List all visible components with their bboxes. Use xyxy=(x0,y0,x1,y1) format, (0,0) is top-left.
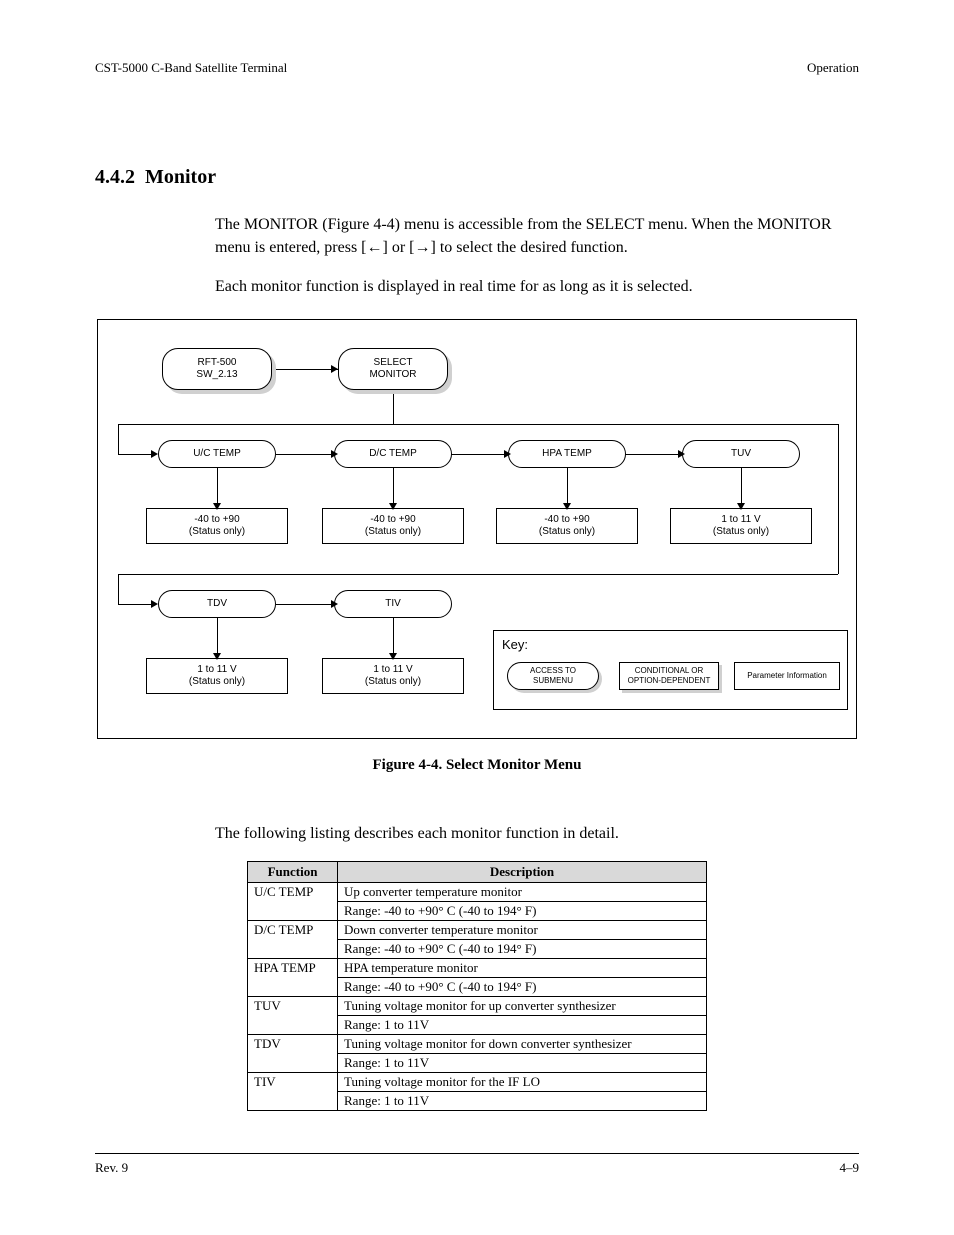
desc-cell: Tuning voltage monitor for the IF LO xyxy=(338,1072,707,1091)
page: CST-5000 C-Band Satellite Terminal Opera… xyxy=(0,0,954,1216)
desc-cell: Tuning voltage monitor for down converte… xyxy=(338,1034,707,1053)
status-tdv: 1 to 11 V (Status only) xyxy=(146,658,288,694)
status-line: (Status only) xyxy=(713,526,769,538)
fn-cell: HPA TEMP xyxy=(248,958,338,996)
node-dc-temp: D/C TEMP xyxy=(334,440,452,468)
status-line: -40 to +90 xyxy=(194,514,239,526)
section-title: Monitor xyxy=(145,166,216,188)
status-tiv: 1 to 11 V (Status only) xyxy=(322,658,464,694)
node-label: HPA TEMP xyxy=(542,448,592,460)
key-title: Key: xyxy=(502,637,528,652)
function-table: Function Description U/C TEMP Up convert… xyxy=(247,861,707,1111)
desc-cell: Range: 1 to 11V xyxy=(338,1091,707,1110)
status-line: (Status only) xyxy=(365,526,421,538)
desc-cell: Tuning voltage monitor for up converter … xyxy=(338,996,707,1015)
node-hpa-temp: HPA TEMP xyxy=(508,440,626,468)
footer: Rev. 9 4–9 xyxy=(95,1153,859,1176)
node-label: TDV xyxy=(207,598,227,610)
key-line: ACCESS TO xyxy=(530,666,576,675)
desc-cell: Range: -40 to +90° C (-40 to 194° F) xyxy=(338,977,707,996)
status-line: (Status only) xyxy=(365,676,421,688)
node-label: U/C TEMP xyxy=(193,448,241,460)
desc-cell: Range: -40 to +90° C (-40 to 194° F) xyxy=(338,901,707,920)
key-line: SUBMENU xyxy=(533,676,573,685)
key-line: CONDITIONAL OR xyxy=(635,666,704,675)
status-line: 1 to 11 V xyxy=(721,514,760,526)
key-line: Parameter Information xyxy=(747,671,827,680)
fn-cell: D/C TEMP xyxy=(248,920,338,958)
node-tiv: TIV xyxy=(334,590,452,618)
status-tuv: 1 to 11 V (Status only) xyxy=(670,508,812,544)
paragraph-2: Each monitor function is displayed in re… xyxy=(215,275,859,298)
footer-left: Rev. 9 xyxy=(95,1160,128,1176)
fn-cell: TIV xyxy=(248,1072,338,1110)
node-tdv: TDV xyxy=(158,590,276,618)
key-conditional: CONDITIONAL OR OPTION-DEPENDENT xyxy=(619,662,719,690)
desc-cell: Range: -40 to +90° C (-40 to 194° F) xyxy=(338,939,707,958)
status-line: (Status only) xyxy=(539,526,595,538)
node-label: TUV xyxy=(731,448,751,460)
node-select-line1: SELECT xyxy=(374,357,413,369)
status-hpa-temp: -40 to +90 (Status only) xyxy=(496,508,638,544)
node-uc-temp: U/C TEMP xyxy=(158,440,276,468)
node-select-monitor: SELECT MONITOR xyxy=(338,348,448,390)
node-label: TIV xyxy=(385,598,401,610)
key-box: Key: ACCESS TO SUBMENU CONDITIONAL OR OP… xyxy=(493,630,848,710)
status-line: 1 to 11 V xyxy=(197,664,236,676)
paragraph-3: The following listing describes each mon… xyxy=(215,822,859,845)
header-right: Operation xyxy=(807,60,859,76)
fn-cell: TDV xyxy=(248,1034,338,1072)
monitor-menu-diagram: RFT-500 SW_2.13 SELECT MONITOR xyxy=(97,319,857,739)
section-heading: 4.4.2 Monitor xyxy=(95,166,859,189)
figure-caption: Figure 4-4. Select Monitor Menu xyxy=(95,757,859,774)
desc-cell: Down converter temperature monitor xyxy=(338,920,707,939)
section-number: 4.4.2 xyxy=(95,166,135,188)
running-header: CST-5000 C-Band Satellite Terminal Opera… xyxy=(95,60,859,76)
status-line: (Status only) xyxy=(189,676,245,688)
desc-cell: Range: 1 to 11V xyxy=(338,1015,707,1034)
desc-cell: HPA temperature monitor xyxy=(338,958,707,977)
header-left: CST-5000 C-Band Satellite Terminal xyxy=(95,60,287,76)
status-line: (Status only) xyxy=(189,526,245,538)
desc-cell: Range: 1 to 11V xyxy=(338,1053,707,1072)
footer-right: 4–9 xyxy=(840,1160,860,1176)
node-rft-line2: SW_2.13 xyxy=(196,369,237,381)
node-label: D/C TEMP xyxy=(369,448,417,460)
node-select-line2: MONITOR xyxy=(369,369,416,381)
node-tuv: TUV xyxy=(682,440,800,468)
key-parameter-info: Parameter Information xyxy=(734,662,840,690)
node-rft: RFT-500 SW_2.13 xyxy=(162,348,272,390)
status-dc-temp: -40 to +90 (Status only) xyxy=(322,508,464,544)
paragraph-1: The MONITOR (Figure 4-4) menu is accessi… xyxy=(215,213,859,259)
col-description: Description xyxy=(338,861,707,882)
status-line: 1 to 11 V xyxy=(373,664,412,676)
desc-cell: Up converter temperature monitor xyxy=(338,882,707,901)
status-line: -40 to +90 xyxy=(544,514,589,526)
node-rft-line1: RFT-500 xyxy=(198,357,237,369)
key-line: OPTION-DEPENDENT xyxy=(628,676,711,685)
fn-cell: U/C TEMP xyxy=(248,882,338,920)
col-function: Function xyxy=(248,861,338,882)
fn-cell: TUV xyxy=(248,996,338,1034)
status-uc-temp: -40 to +90 (Status only) xyxy=(146,508,288,544)
status-line: -40 to +90 xyxy=(370,514,415,526)
key-access-submenu: ACCESS TO SUBMENU xyxy=(507,662,599,690)
